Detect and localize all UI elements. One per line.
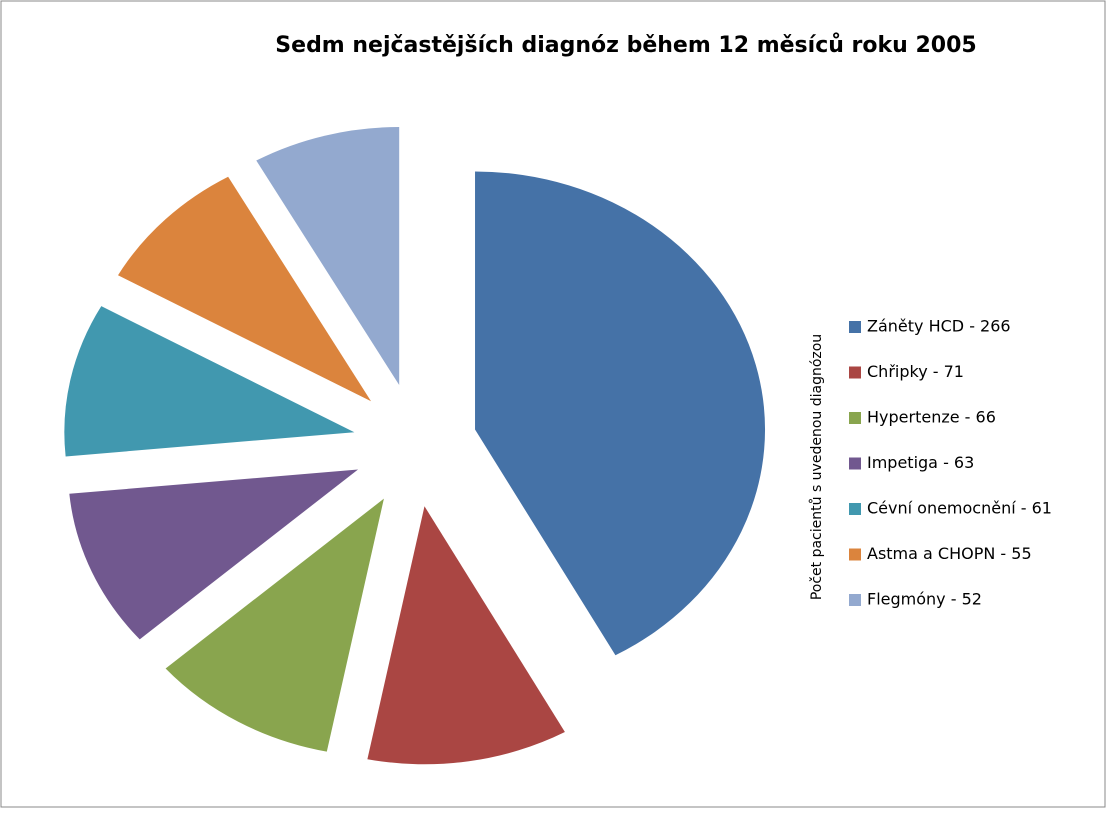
axis-label: Počet pacientů s uvedenou diagnózou — [809, 334, 825, 600]
legend-swatch — [849, 503, 861, 515]
pie-slice — [64, 306, 355, 457]
legend-label: Impetiga - 63 — [867, 453, 974, 472]
pie-slice — [475, 171, 766, 656]
legend-swatch — [849, 321, 861, 333]
legend-swatch — [849, 412, 861, 424]
chart-title: Sedm nejčastějších diagnóz během 12 měsí… — [275, 33, 976, 58]
legend-swatch — [849, 457, 861, 470]
pie-slice — [69, 469, 359, 640]
legend-label: Cévní onemocnění - 61 — [867, 499, 1052, 518]
legend-swatch — [849, 594, 861, 606]
legend-label: Záněty HCD - 266 — [867, 317, 1011, 336]
legend-label: Astma a CHOPN - 55 — [867, 544, 1032, 563]
pie-slice — [118, 176, 372, 402]
pie-slice — [165, 498, 384, 752]
legend-label: Flegmóny - 52 — [867, 590, 982, 609]
legend-label: Hypertenze - 66 — [867, 408, 996, 427]
legend-swatch — [849, 366, 861, 379]
pie-slice — [256, 127, 400, 386]
legend-label: Chřipky - 71 — [867, 362, 964, 381]
legend-swatch — [849, 548, 861, 561]
pie-slice — [367, 506, 565, 765]
